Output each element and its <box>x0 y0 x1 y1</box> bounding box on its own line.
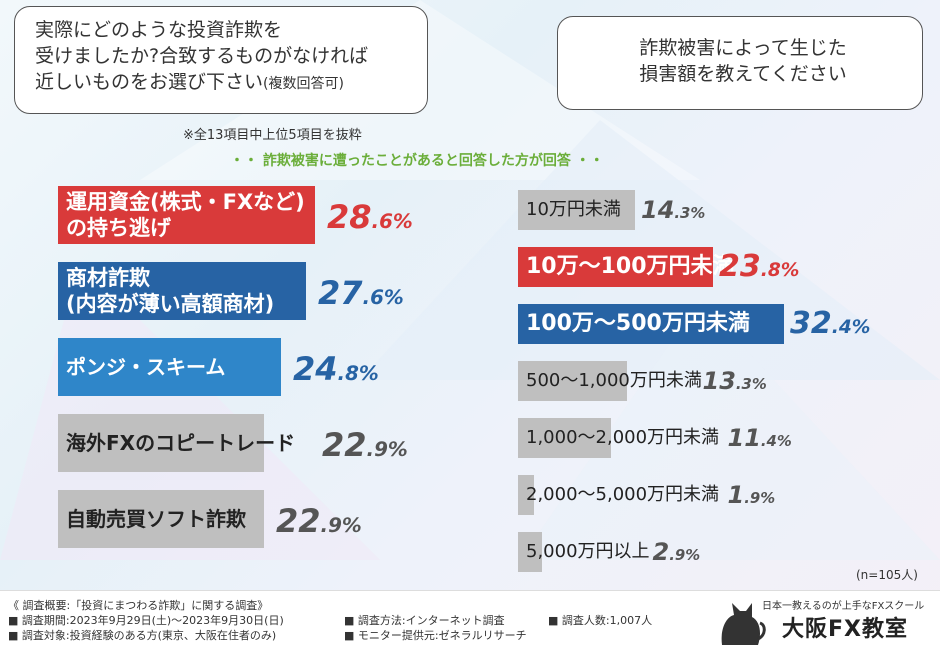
footer-count: ■ 調査人数:1,007人 <box>548 614 653 627</box>
loss-amount-value-4: 11.4% <box>727 424 792 452</box>
loss-amount-label-3: 500〜1,000万円未満 <box>526 370 702 391</box>
footer-period: ■ 調査期間:2023年9月29日(土)〜2023年9月30日(日) <box>8 614 284 627</box>
loss-amount-value-2: 32.4% <box>790 306 871 341</box>
loss-amount-value-3: 13.3% <box>702 367 767 395</box>
loss-amount-bar-3 <box>518 361 627 401</box>
loss-amount-label-4: 1,000〜2,000万円未満 <box>526 427 720 448</box>
question-left-line3: 近しいものをお選び下さい <box>35 71 264 93</box>
fraud-type-label-2: ポンジ・スキーム <box>66 355 226 379</box>
sample-size-label: (n=105人) <box>856 568 918 582</box>
footer-title: 《 調査概要:「投資にまつわる詐欺」に関する調査》 <box>8 599 269 612</box>
question-right-box: 詐欺被害によって生じた 損害額を教えてください <box>557 16 923 110</box>
survey-footer: 《 調査概要:「投資にまつわる詐欺」に関する調査》 ■ 調査期間:2023年9月… <box>0 590 940 651</box>
excerpt-note: ※全13項目中上位5項目を抜粋 <box>183 128 362 143</box>
fraud-type-label-1: 商材詐欺 (内容が薄い高額商材) <box>66 266 275 316</box>
fraud-type-value-3: 22.9% <box>322 426 408 464</box>
footer-provider: ■ モニター提供元:ゼネラルリサーチ <box>344 629 527 642</box>
loss-amount-bar-1 <box>518 247 713 287</box>
fraud-type-bar-2 <box>58 338 281 396</box>
fraud-type-label-4: 自動売買ソフト詐欺 <box>66 507 246 531</box>
fraud-type-bar-3 <box>58 414 264 472</box>
cat-logo-icon <box>721 603 766 645</box>
loss-amount-bar-6 <box>518 532 542 572</box>
question-right-line1: 詐欺被害によって生じた <box>639 37 847 59</box>
loss-amount-bar-4 <box>518 418 611 458</box>
fraud-type-value-0: 28.6% <box>327 198 413 236</box>
fraud-type-label-3: 海外FXのコピートレード <box>66 431 296 455</box>
loss-amount-bar-0 <box>518 190 635 230</box>
logo-tagline: 日本一教えるのが上手なFXスクール <box>762 601 925 612</box>
loss-amount-value-0: 14.3% <box>641 196 706 224</box>
fraud-type-bar-0 <box>58 186 315 244</box>
fraud-type-bar-4 <box>58 490 264 548</box>
loss-amount-value-1: 23.8% <box>719 249 800 284</box>
fraud-type-bar-1 <box>58 262 306 320</box>
loss-amount-bar-5 <box>518 475 534 515</box>
fraud-type-value-4: 22.9% <box>276 502 362 540</box>
respondent-subtitle: ・・ 詐欺被害に遭ったことがあると回答した方が回答 ・・ <box>230 153 604 169</box>
fraud-type-value-1: 27.6% <box>318 274 404 312</box>
logo-name: 大阪FX教室 <box>782 617 908 642</box>
fraud-type-value-2: 24.8% <box>293 350 379 388</box>
fraud-type-label-0: 運用資金(株式・FXなど) の持ち逃げ <box>66 190 305 240</box>
question-left-box: 実際にどのような投資詐欺を 受けましたか?合致するものがなければ 近しいものをお… <box>14 6 428 114</box>
loss-amount-label-2: 100万〜500万円未満 <box>526 311 750 336</box>
loss-amount-bar-2 <box>518 304 784 344</box>
footer-target: ■ 調査対象:投資経験のある方(東京、大阪在住者のみ) <box>8 629 277 642</box>
loss-amount-label-5: 2,000〜5,000万円未満 <box>526 484 720 505</box>
footer-method: ■ 調査方法:インターネット調査 <box>344 614 505 627</box>
loss-amount-label-6: 5,000万円以上 <box>526 541 650 562</box>
loss-amount-value-5: 1.9% <box>727 481 776 509</box>
loss-amount-label-0: 10万円未満 <box>526 199 621 220</box>
loss-amount-value-6: 2.9% <box>652 538 701 566</box>
loss-amount-label-1: 10万〜100万円未満 <box>526 254 735 279</box>
question-left-multiple-note: (複数回答可) <box>263 76 344 92</box>
question-left-line2: 受けましたか?合致するものがなければ <box>35 45 369 67</box>
question-right-line2: 損害額を教えてください <box>639 63 847 85</box>
question-left-line1: 実際にどのような投資詐欺を <box>35 19 283 41</box>
